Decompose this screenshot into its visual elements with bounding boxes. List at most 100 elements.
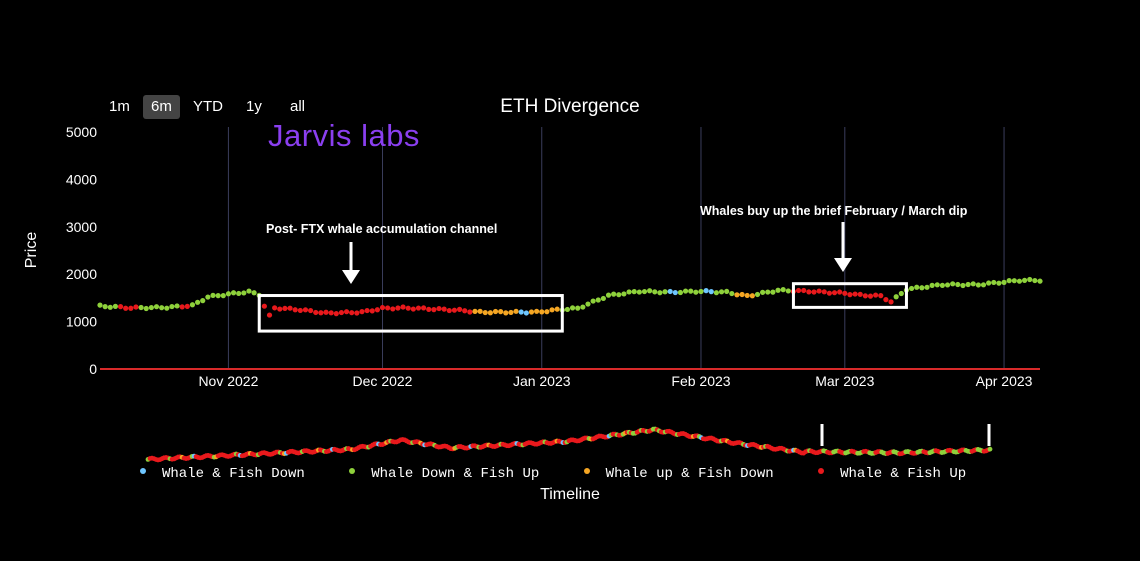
price-point [873, 292, 879, 298]
price-point [626, 289, 632, 295]
price-point [534, 308, 540, 314]
price-point [662, 289, 668, 295]
price-point [385, 305, 391, 311]
legend-label: Whale & Fish Up [840, 466, 967, 482]
price-point [297, 307, 303, 314]
price-point [924, 284, 930, 290]
ftx-accumulation-box [257, 294, 564, 333]
price-point [123, 305, 129, 311]
chart-title: ETH Divergence [500, 96, 640, 117]
range-button-ytd[interactable]: YTD [193, 98, 223, 115]
price-point [1011, 278, 1017, 284]
price-point [379, 304, 386, 311]
price-point [246, 288, 252, 294]
price-point [1032, 277, 1038, 284]
range-button-6m[interactable]: 6m [143, 95, 180, 119]
x-tick-label: Nov 2022 [198, 373, 258, 389]
price-point [970, 281, 976, 287]
price-point [287, 305, 293, 311]
price-point [400, 304, 406, 310]
price-point [323, 309, 329, 315]
price-point [153, 304, 160, 310]
price-point [580, 304, 586, 310]
price-point [374, 307, 380, 313]
price-point [718, 289, 725, 295]
price-point [857, 291, 863, 297]
price-point [605, 292, 612, 298]
arrow-down-icon-head [834, 258, 852, 272]
price-point [328, 310, 334, 316]
price-point [421, 305, 427, 311]
price-point [672, 289, 678, 296]
price-point [446, 307, 452, 314]
price-point [713, 290, 719, 296]
price-point [410, 306, 416, 312]
price-point [944, 282, 951, 288]
range-button-1y[interactable]: 1y [246, 98, 262, 115]
price-point [693, 289, 699, 295]
chart-legend: Whale & Fish Down Whale Down & Fish Up W… [140, 466, 1002, 482]
price-point [487, 310, 493, 316]
price-point [333, 311, 339, 317]
legend-dot-icon [583, 468, 590, 475]
price-point [754, 291, 761, 298]
price-point [883, 297, 889, 303]
x-tick-label: Feb 2023 [671, 373, 730, 389]
price-point [775, 287, 781, 293]
price-point [965, 281, 971, 288]
price-point [1001, 279, 1007, 285]
price-point [688, 288, 694, 294]
price-point [277, 306, 283, 312]
price-point [1016, 278, 1023, 284]
price-point [138, 304, 144, 311]
price-point [112, 303, 119, 309]
price-point [908, 285, 915, 292]
legend-item-whale-fish-down[interactable]: Whale & Fish Down [140, 466, 305, 482]
legend-label: Whale Down & Fish Up [371, 466, 540, 482]
legend-dot-icon [140, 468, 146, 475]
price-point [169, 303, 175, 310]
price-point [795, 287, 802, 294]
range-button-all[interactable]: all [290, 98, 306, 115]
price-point [415, 305, 422, 311]
price-point [102, 304, 108, 310]
y-tick-label: 4000 [66, 171, 97, 187]
price-point [986, 280, 992, 286]
price-point [205, 294, 211, 300]
x-tick-label: Dec 2022 [353, 373, 413, 389]
price-point [575, 305, 581, 311]
price-point [729, 290, 735, 297]
range-button-1m[interactable]: 1m [109, 98, 130, 115]
price-point [785, 288, 791, 294]
price-point [230, 290, 237, 296]
price-point [225, 291, 232, 297]
price-point [544, 309, 550, 315]
price-point [770, 289, 776, 295]
price-point [189, 302, 196, 308]
price-point [148, 304, 154, 311]
x-axis-title: Timeline [540, 486, 600, 503]
price-point [467, 309, 473, 315]
price-point [862, 293, 868, 299]
price-point [780, 287, 786, 293]
price-point [426, 306, 432, 312]
price-point [919, 285, 925, 291]
price-point [667, 288, 673, 295]
price-point [251, 290, 257, 296]
legend-item-whale-down-fish-up[interactable]: Whale Down & Fish Up [349, 466, 539, 482]
price-point [955, 281, 961, 288]
price-point [503, 310, 509, 316]
legend-label: Whale up & Fish Down [605, 466, 774, 482]
legend-item-whale-fish-up[interactable]: Whale & Fish Up [818, 466, 966, 482]
price-point [200, 298, 206, 304]
price-point [980, 282, 987, 288]
price-point [302, 307, 309, 313]
legend-item-whale-up-fish-down[interactable]: Whale up & Fish Down [583, 466, 774, 482]
price-point [1021, 277, 1028, 283]
price-point [1037, 278, 1043, 284]
price-point [523, 310, 529, 316]
price-point [698, 288, 704, 295]
legend-dot-icon [818, 468, 825, 475]
price-point [842, 290, 848, 296]
y-tick-label: 2000 [66, 266, 97, 282]
